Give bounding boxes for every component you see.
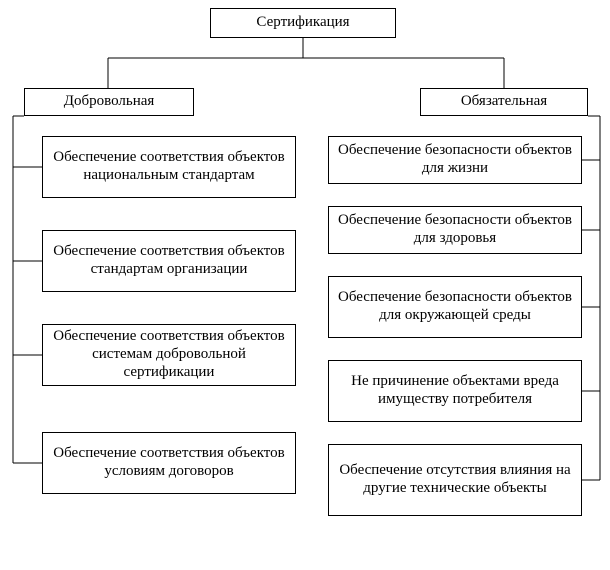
- leaf-node: Обеспечение соответствия объектов национ…: [42, 136, 296, 198]
- leaf-label: Обеспечение соответствия объектов станда…: [49, 243, 289, 278]
- leaf-node: Обеспечение соответствия объектов станда…: [42, 230, 296, 292]
- leaf-label: Обеспечение безопасности объектов для зд…: [335, 212, 575, 247]
- leaf-label: Обеспечение безопасности объектов для жи…: [335, 142, 575, 177]
- leaf-node: Обеспечение соответствия объектов услови…: [42, 432, 296, 494]
- leaf-node: Обеспечение безопасности объектов для зд…: [328, 206, 582, 254]
- branch-mandatory: Обязательная: [420, 88, 588, 116]
- leaf-label: Обеспечение соответствия объектов национ…: [49, 149, 289, 184]
- leaf-label: Обеспечение безопасности объектов для ок…: [335, 289, 575, 324]
- leaf-node: Обеспечение отсутствия влияния на другие…: [328, 444, 582, 516]
- leaf-node: Обеспечение соответствия объектов систем…: [42, 324, 296, 386]
- leaf-label: Обеспечение соответствия объектов систем…: [49, 328, 289, 381]
- leaf-node: Обеспечение безопасности объектов для жи…: [328, 136, 582, 184]
- root-node: Сертификация: [210, 8, 396, 38]
- leaf-node: Не причинение объектами вреда имуществу …: [328, 360, 582, 422]
- leaf-label: Обеспечение отсутствия влияния на другие…: [335, 462, 575, 497]
- root-label: Сертификация: [256, 14, 349, 32]
- branch-mandatory-label: Обязательная: [461, 93, 547, 111]
- leaf-node: Обеспечение безопасности объектов для ок…: [328, 276, 582, 338]
- diagram-canvas: Сертификация Добровольная Обязательная О…: [0, 0, 610, 570]
- branch-voluntary-label: Добровольная: [64, 93, 155, 111]
- leaf-label: Не причинение объектами вреда имуществу …: [335, 373, 575, 408]
- leaf-label: Обеспечение соответствия объектов услови…: [49, 445, 289, 480]
- branch-voluntary: Добровольная: [24, 88, 194, 116]
